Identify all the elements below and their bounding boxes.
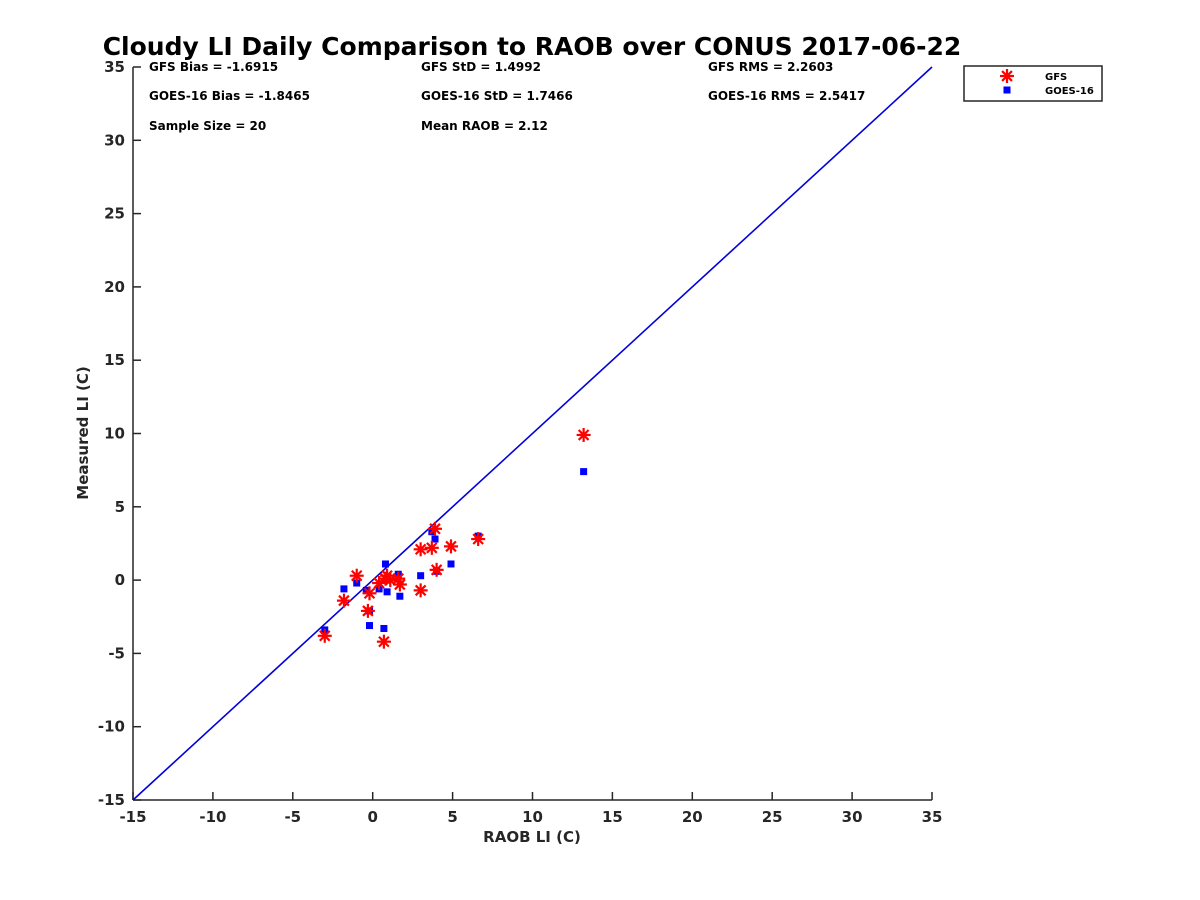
goes16-point	[396, 592, 404, 600]
asterisk-stroke	[392, 572, 404, 585]
x-tick-label: -10	[199, 808, 226, 826]
x-tick-label: 30	[842, 808, 863, 826]
x-axis-label: RAOB LI (C)	[483, 828, 581, 846]
gfs-point	[576, 427, 591, 442]
asterisk-stroke	[430, 564, 443, 576]
stat-text: GFS StD = 1.4992	[421, 60, 541, 74]
legend: GFS GOES-16	[963, 65, 1103, 102]
gfs-point	[360, 603, 375, 618]
asterisk-stroke	[338, 594, 350, 607]
asterisk-stroke	[472, 533, 484, 545]
legend-gfs-marker	[1000, 69, 1014, 83]
legend-goes16-label: GOES-16	[1045, 86, 1094, 97]
reference-line	[132, 66, 933, 801]
y-tick-label: 30	[104, 131, 125, 149]
y-axis-label: Measured LI (C)	[74, 366, 92, 499]
gfs-point	[428, 521, 443, 536]
x-tick-label: 20	[682, 808, 703, 826]
stat-text: GFS RMS = 2.2603	[708, 60, 833, 74]
stat-text: Mean RAOB = 2.12	[421, 119, 548, 133]
gfs-point	[444, 539, 459, 554]
gfs-point	[349, 568, 364, 583]
asterisk-stroke	[426, 542, 438, 554]
y-tick-label: 10	[104, 425, 125, 443]
asterisk-stroke	[384, 574, 397, 586]
y-tick-label: -15	[98, 791, 125, 809]
goes16-point	[353, 579, 361, 587]
goes16-point	[381, 560, 389, 568]
data-points	[317, 427, 591, 649]
chart-title: Cloudy LI Daily Comparison to RAOB over …	[103, 32, 962, 61]
x-tick-label: -5	[284, 808, 301, 826]
x-tick-label: -15	[119, 808, 146, 826]
asterisk-stroke	[577, 429, 590, 441]
y-tick-label: 0	[115, 571, 125, 589]
legend-goes16-marker	[1003, 86, 1011, 94]
gfs-point	[413, 542, 428, 557]
x-tick-label: 25	[762, 808, 783, 826]
gfs-point	[413, 583, 428, 598]
goes16-point	[580, 468, 588, 476]
goes16-point	[380, 624, 388, 632]
gfs-point	[424, 540, 439, 555]
goes16-point	[340, 585, 348, 593]
y-tick-label: 20	[104, 278, 125, 296]
x-tick-label: 0	[367, 808, 377, 826]
axes: -15 -10 -5 0 5 10 15 20 25 30 35 -15 -10 -5 0 5 10 15 20 25…	[98, 58, 943, 826]
x-tick-label: 5	[447, 808, 457, 826]
asterisk-stroke	[394, 578, 406, 591]
asterisk-stroke	[363, 587, 376, 600]
y-tick-label: 15	[104, 351, 125, 369]
stat-text: GFS Bias = -1.6915	[149, 60, 278, 74]
y-tick-label: 25	[104, 205, 125, 223]
gfs-point	[391, 571, 406, 586]
asterisk-stroke	[414, 543, 427, 556]
gfs-point	[376, 634, 391, 649]
legend-box	[963, 65, 1103, 102]
stat-text: GOES-16 Bias = -1.8465	[149, 89, 310, 103]
gfs-point	[362, 586, 377, 601]
asterisk-stroke	[350, 569, 363, 582]
one-to-one-line	[132, 66, 933, 801]
stat-text: GOES-16 RMS = 2.5417	[708, 89, 865, 103]
x-tick-label: 10	[522, 808, 543, 826]
asterisk-stroke	[378, 635, 390, 648]
gfs-point	[317, 628, 332, 643]
y-tick-label: 35	[104, 58, 125, 76]
legend-gfs-label: GFS	[1045, 72, 1067, 83]
goes16-point	[383, 588, 391, 596]
asterisk-stroke	[319, 630, 331, 642]
gfs-point	[429, 562, 444, 577]
goes16-point	[417, 572, 425, 580]
asterisk-stroke	[362, 605, 374, 617]
goes16-point	[366, 622, 374, 630]
x-tick-label: 15	[602, 808, 623, 826]
y-tick-label: 5	[115, 498, 125, 516]
y-tick-label: -5	[108, 644, 125, 662]
asterisk-stroke	[379, 572, 392, 585]
stat-text: Sample Size = 20	[149, 119, 266, 133]
stat-text: GOES-16 StD = 1.7466	[421, 89, 573, 103]
gfs-point	[471, 532, 486, 547]
gfs-point	[336, 593, 351, 608]
asterisk-stroke	[445, 540, 457, 553]
goes16-point	[447, 560, 455, 568]
goes16-point	[431, 535, 439, 543]
asterisk-stroke	[1001, 70, 1013, 82]
gfs-point	[378, 571, 393, 586]
y-tick-label: -10	[98, 718, 125, 736]
asterisk-stroke	[429, 523, 441, 535]
stats-annotations: GFS Bias = -1.6915 GFS StD = 1.4992 GFS RM…	[149, 60, 865, 133]
x-tick-label: 35	[922, 808, 943, 826]
asterisk-stroke	[414, 584, 427, 597]
